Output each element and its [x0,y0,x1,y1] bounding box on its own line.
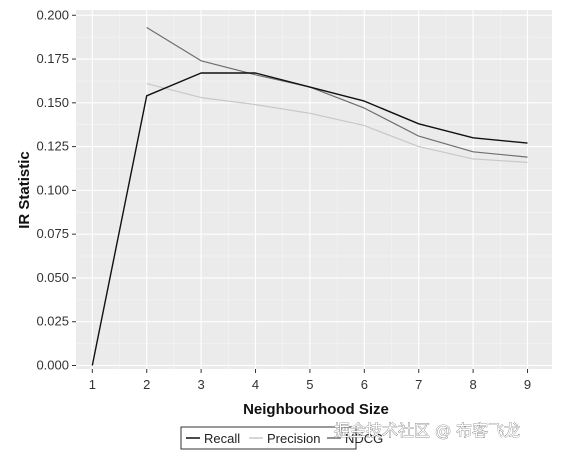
series-line-precision [146,83,528,163]
x-tick-label: 1 [89,377,96,392]
series-line-ndcg [146,26,528,158]
x-tick-label: 7 [415,377,422,392]
grid-major [76,10,552,369]
legend-label-recall: Recall [204,431,240,446]
y-tick-label: 0.100 [36,182,69,197]
y-axis: 0.000 0.025 0.050 0.075 0.100 0.125 0.150 0.175… [36,7,76,372]
x-axis-title: Neighbourhood Size [243,401,389,418]
x-tick-label: 3 [198,377,205,392]
series-line-recall [91,72,528,366]
legend-box [180,426,357,450]
x-tick-label: 2 [143,377,150,392]
x-tick-label: 6 [361,377,368,392]
series-layer [91,26,528,366]
x-tick-label: 4 [252,377,259,392]
x-tick-label: 8 [470,377,477,392]
y-axis-title: IR Statistic [16,151,33,229]
y-tick-label: 0.125 [36,139,69,154]
legend: Recall Precision NDCG [180,426,383,450]
legend-label-precision: Precision [267,431,320,446]
x-tick-label: 9 [524,377,531,392]
x-tick-label: 5 [306,377,313,392]
y-tick-label: 0.075 [36,226,69,241]
x-axis: 1 2 3 4 5 6 7 8 9 [89,369,531,392]
y-tick-label: 0.000 [36,357,69,372]
plot-background [76,10,552,369]
y-tick-label: 0.050 [36,270,69,285]
y-tick-label: 0.150 [36,95,69,110]
y-tick-label: 0.025 [36,314,69,329]
watermark-text: 掘金技术社区 @ 布客飞龙 [334,421,520,440]
legend-label-ndcg: NDCG [345,431,383,446]
grid-minor [76,10,552,369]
y-tick-label: 0.175 [36,51,69,66]
y-tick-label: 0.200 [36,7,69,22]
